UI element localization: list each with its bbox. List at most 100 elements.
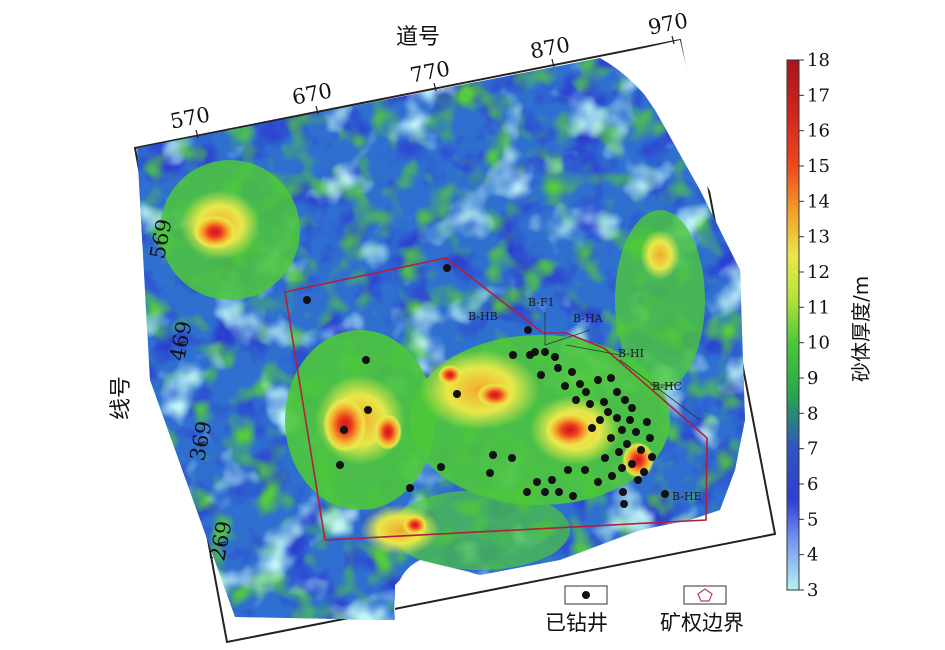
trace-axis-title: 道号 <box>396 25 440 50</box>
drilled-well-dot <box>554 364 562 372</box>
drilled-well-dot <box>564 466 572 474</box>
drilled-well-dot <box>568 368 576 376</box>
drilled-well-dot <box>523 488 531 496</box>
colorbar-tick-label: 9 <box>807 368 818 389</box>
drilled-well-dot <box>640 468 648 476</box>
drilled-well-dot <box>623 440 631 448</box>
drilled-well-dot <box>537 371 545 379</box>
drilled-well-dot <box>619 488 627 496</box>
drilled-well-dot <box>303 296 311 304</box>
drilled-well-dot <box>621 396 629 404</box>
drilled-well-dot <box>596 416 604 424</box>
drilled-well-dot <box>541 488 549 496</box>
drilled-well-dot <box>364 406 372 414</box>
well-trajectories <box>544 312 701 421</box>
drilled-well-dot <box>581 466 589 474</box>
thickness-raster <box>137 58 745 620</box>
drilled-well-dot <box>618 464 626 472</box>
trace-tick: 670 <box>290 78 334 109</box>
drilled-well-dot <box>648 453 656 461</box>
colorbar-tick-label: 3 <box>807 580 818 601</box>
no-data-area <box>600 40 720 210</box>
well-labels: B-HB B-F1 B-HA B-HI B-HC B-HE <box>468 296 702 503</box>
drilled-well-dot <box>643 418 651 426</box>
drilled-well-dot <box>508 454 516 462</box>
well-label-b-hb: B-HB <box>468 310 498 323</box>
drilled-wells <box>303 264 669 508</box>
trace-tick: 570 <box>168 102 212 133</box>
drilled-well-dot <box>443 264 451 272</box>
colorbar-tick-label: 13 <box>807 227 830 248</box>
drilled-well-dot <box>586 400 594 408</box>
drilled-well-dot <box>613 414 621 422</box>
drilled-well-dot <box>509 351 517 359</box>
drilled-well-dot <box>406 484 414 492</box>
drilled-well-dot <box>628 460 636 468</box>
drilled-well-dot <box>531 348 539 356</box>
drilled-well-dot <box>626 416 634 424</box>
drilled-well-dot <box>582 388 590 396</box>
drilled-well-dot <box>555 488 563 496</box>
colorbar-tick-label: 6 <box>807 474 818 495</box>
legend-boundary-label: 矿权边界 <box>660 611 744 635</box>
drilled-well-dot <box>576 380 584 388</box>
drilled-well-dot <box>600 398 608 406</box>
drilled-well-dot <box>548 476 556 484</box>
drilled-well-dot <box>608 472 616 480</box>
drilled-well-dot <box>524 326 532 334</box>
colorbar: 18 17 16 15 14 13 12 11 10 9 8 7 6 5 4 3 砂体厚度/m <box>786 50 873 601</box>
well-label-b-ha: B-HA <box>573 312 604 325</box>
legend-well-dot <box>582 591 590 599</box>
well-label-b-f1: B-F1 <box>528 296 555 309</box>
drilled-well-dot <box>661 490 669 498</box>
drilled-well-dot <box>613 388 621 396</box>
drilled-well-dot <box>362 356 370 364</box>
drilled-well-dot <box>437 463 445 471</box>
colorbar-tick-label: 11 <box>807 297 830 318</box>
colorbar-tick-label: 16 <box>807 121 830 142</box>
drilled-well-dot <box>588 424 596 432</box>
line-axis-title: 线号 <box>109 376 134 420</box>
drilled-well-dot <box>607 374 615 382</box>
drilled-well-dot <box>486 469 494 477</box>
drilled-well-dot <box>336 461 344 469</box>
drilled-well-dot <box>620 500 628 508</box>
drilled-well-dot <box>561 382 569 390</box>
colorbar-tick-label: 10 <box>807 333 830 354</box>
trace-tick: 870 <box>528 32 572 63</box>
trace-tick: 770 <box>408 56 452 87</box>
well-label-b-hc: B-HC <box>652 380 682 393</box>
drilled-well-dot <box>632 428 640 436</box>
drilled-well-dot <box>340 426 348 434</box>
drilled-well-dot <box>646 434 654 442</box>
colorbar-tick-label: 14 <box>807 191 830 212</box>
legend-boundary-icon <box>697 588 713 602</box>
colorbar-gradient <box>786 59 800 591</box>
drilled-well-dot <box>594 478 602 486</box>
drilled-well-dot <box>601 454 609 462</box>
drilled-well-dot <box>618 426 626 434</box>
drilled-well-dot <box>628 404 636 412</box>
colorbar-title: 砂体厚度/m <box>849 276 873 382</box>
drilled-well-dot <box>489 451 497 459</box>
colorbar-ticks: 18 17 16 15 14 13 12 11 10 9 8 7 6 5 4 3 <box>799 50 830 601</box>
drilled-well-dot <box>533 478 541 486</box>
mineral-right-boundary <box>284 257 708 541</box>
colorbar-tick-label: 15 <box>807 156 830 177</box>
drilled-well-dot <box>594 376 602 384</box>
drilled-well-dot <box>569 492 577 500</box>
drilled-well-dot <box>634 476 642 484</box>
colorbar-tick-label: 4 <box>807 545 818 566</box>
trace-tick: 970 <box>646 8 690 39</box>
drilled-well-dot <box>572 396 580 404</box>
legend: 已钻井 矿权边界 <box>545 585 744 635</box>
drilled-well-dot <box>637 446 645 454</box>
colorbar-tick-label: 8 <box>807 403 818 424</box>
drilled-well-dot <box>607 434 615 442</box>
legend-well-label: 已钻井 <box>545 611 608 635</box>
drilled-well-dot <box>453 390 461 398</box>
drilled-well-dot <box>604 408 612 416</box>
colorbar-tick-label: 7 <box>807 439 818 460</box>
colorbar-tick-label: 5 <box>807 509 818 530</box>
